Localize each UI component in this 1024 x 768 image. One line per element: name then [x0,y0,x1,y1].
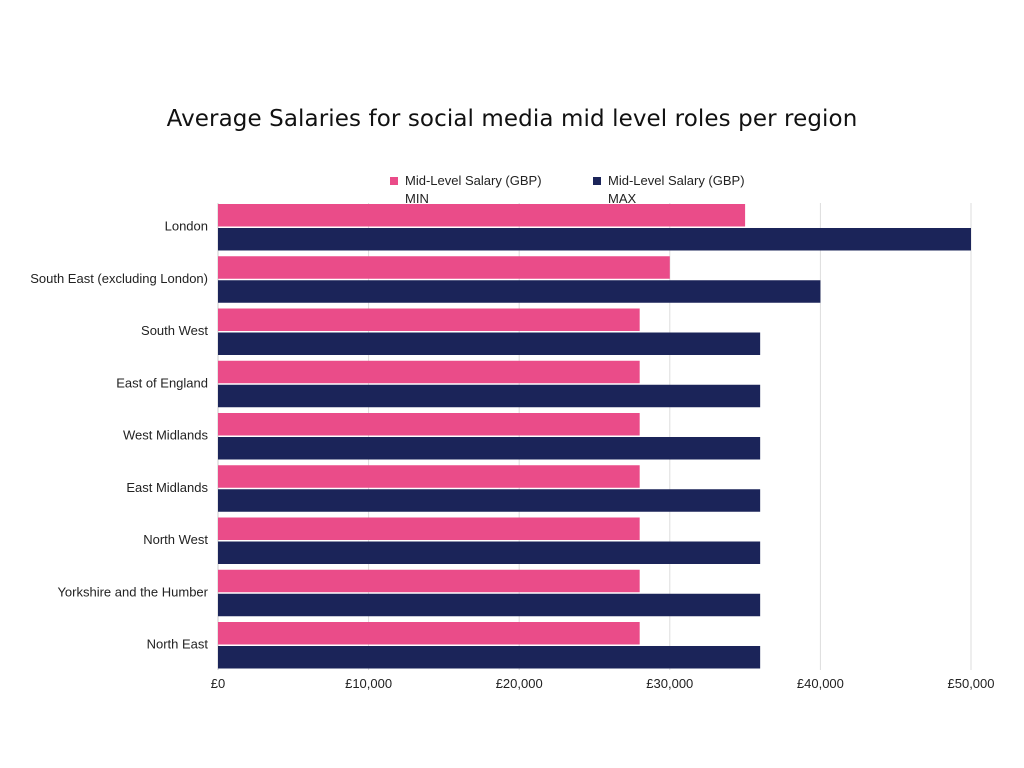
bars [218,204,971,669]
x-tick-label: £0 [211,676,225,691]
x-axis-ticks: £0 £10,000 £20,000 £30,000 £40,000 £50,000 [211,676,995,691]
bar-min [218,360,640,384]
bar-min [218,413,640,436]
legend-item: Mid-Level Salary (GBP) MAX [593,173,745,206]
legend-label: MAX [608,191,637,206]
bar-min [218,204,746,227]
category-label: East of England [116,375,208,390]
legend-label: Mid-Level Salary (GBP) [405,173,542,188]
bar-min [218,308,640,331]
bar-max [218,541,761,564]
chart-title: Average Salaries for social media mid le… [166,106,858,132]
x-tick-label: £40,000 [797,676,844,691]
category-label: North West [143,532,208,547]
bar-max [218,384,761,408]
bar-max [218,332,761,355]
legend-label: Mid-Level Salary (GBP) [608,173,745,188]
bar-max [218,280,821,303]
bar-max [218,489,761,512]
legend-swatch [390,177,398,185]
bar-max [218,646,761,669]
bar-min [218,569,640,593]
bar-max [218,437,761,460]
bar-min [218,256,670,279]
category-label: Yorkshire and the Humber [57,584,208,599]
category-label: South East (excluding London) [30,271,208,286]
category-label: London [165,219,208,234]
legend-label: MIN [405,191,429,206]
category-label: South West [141,323,208,338]
category-label: North East [147,637,209,652]
bar-max [218,593,761,617]
legend-item: Mid-Level Salary (GBP) MIN [390,173,542,206]
bar-min [218,465,640,488]
category-label: West Midlands [123,428,209,443]
x-tick-label: £20,000 [496,676,543,691]
x-tick-label: £10,000 [345,676,392,691]
bar-min [218,622,640,645]
bar-max [218,228,971,251]
category-label: East Midlands [126,480,208,495]
x-tick-label: £50,000 [948,676,995,691]
category-labels: London South East (excluding London) South… [30,219,208,652]
x-tick-label: £30,000 [646,676,693,691]
legend-swatch [593,177,601,185]
bar-min [218,517,640,540]
